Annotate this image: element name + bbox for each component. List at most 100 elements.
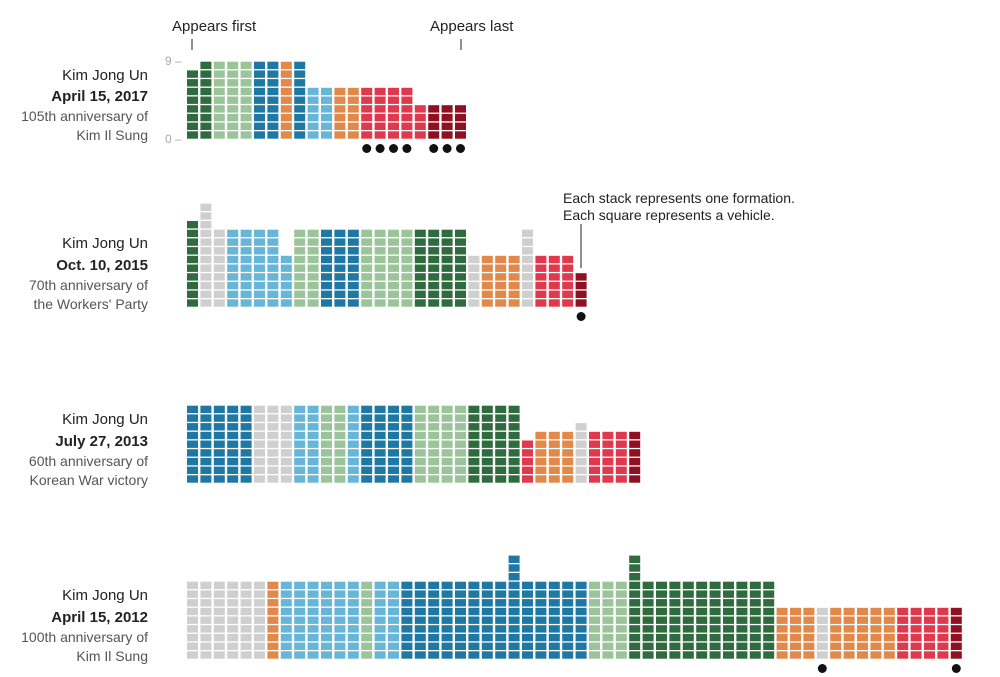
vehicle-square (294, 466, 306, 474)
vehicle-square (227, 105, 239, 113)
vehicle-square (414, 290, 426, 298)
vehicle-square (455, 475, 466, 483)
vehicle-square (481, 633, 493, 642)
vehicle-square (187, 221, 198, 229)
vehicle-square (321, 290, 332, 298)
vehicle-square (227, 431, 239, 440)
vehicle-square (937, 607, 949, 616)
vehicle-square (548, 599, 560, 607)
note-line2: Each square represents a vehicle. (563, 207, 775, 223)
vehicle-square (321, 457, 332, 466)
vehicle-square (522, 299, 533, 307)
vehicle-square (508, 431, 520, 440)
vehicle-square (508, 475, 520, 483)
vehicle-square (428, 131, 440, 139)
vehicle-square (200, 247, 212, 255)
vehicle-square (374, 255, 386, 264)
vehicle-square (280, 651, 292, 659)
vehicle-square (615, 431, 627, 440)
vehicle-square (374, 229, 386, 238)
vehicle-square (361, 229, 373, 238)
vehicle-square (321, 581, 332, 590)
vehicle-square (401, 131, 413, 139)
vehicle-square (589, 440, 600, 448)
vehicle-square (615, 466, 627, 474)
vehicle-square (267, 449, 279, 457)
vehicle-square (776, 651, 788, 659)
vehicle-square (414, 457, 426, 466)
occasion-line1: 70th anniversary of (29, 277, 148, 293)
vehicle-square (334, 238, 346, 246)
vehicle-square (267, 105, 279, 113)
vehicle-square (388, 651, 399, 659)
vehicle-square (347, 299, 359, 307)
vehicle-square (535, 599, 547, 607)
vehicle-square (548, 466, 560, 474)
vehicle-square (455, 255, 466, 264)
vehicle-square (803, 651, 815, 659)
vehicle-square (441, 290, 453, 298)
marker-dot (951, 664, 961, 673)
vehicle-square (615, 607, 627, 616)
vehicle-square (481, 475, 493, 483)
vehicle-square (321, 238, 332, 246)
vehicle-square (548, 264, 560, 272)
vehicle-square (656, 651, 667, 659)
vehicle-square (240, 290, 252, 298)
vehicle-square (937, 651, 949, 659)
row-label-2015: Kim Jong Un Oct. 10, 2015 70th anniversa… (29, 235, 148, 312)
vehicle-square (910, 642, 922, 650)
vehicle-square (321, 264, 332, 272)
vehicle-square (307, 131, 319, 139)
vehicle-square (401, 247, 413, 255)
vehicle-square (294, 440, 306, 448)
vehicle-square (495, 616, 507, 624)
vehicle-square (629, 625, 641, 633)
vehicle-square (481, 405, 493, 414)
vehicle-square (522, 616, 533, 624)
vehicle-square (455, 238, 466, 246)
vehicle-square (213, 113, 225, 122)
vehicle-square (441, 423, 453, 431)
vehicle-square (401, 423, 413, 431)
vehicle-square (548, 431, 560, 440)
occasion-line2: Kim Il Sung (76, 648, 148, 664)
vehicle-square (522, 625, 533, 633)
vehicle-square (213, 625, 225, 633)
vehicle-square (240, 299, 252, 307)
vehicle-square (468, 616, 480, 624)
vehicle-square (656, 642, 667, 650)
vehicle-square (321, 431, 332, 440)
vehicle-square (361, 299, 373, 307)
vehicle-square (347, 290, 359, 298)
vehicle-square (615, 633, 627, 642)
vehicle-square (347, 423, 359, 431)
vehicle-square (562, 607, 574, 616)
vehicle-square (200, 113, 212, 122)
vehicle-square (374, 423, 386, 431)
vehicle-square (227, 423, 239, 431)
vehicle-square (575, 440, 587, 448)
vehicle-square (535, 466, 547, 474)
vehicle-square (321, 625, 332, 633)
vehicle-square (562, 255, 574, 264)
vehicle-square (294, 122, 306, 130)
vehicle-square (388, 625, 399, 633)
vehicle-square (307, 273, 319, 281)
vehicle-square (441, 449, 453, 457)
vehicle-square (401, 642, 413, 650)
vehicle-square (629, 607, 641, 616)
vehicle-square (334, 633, 346, 642)
vehicle-square (495, 466, 507, 474)
vehicle-square (361, 238, 373, 246)
vehicle-square (950, 651, 962, 659)
parade-date: Oct. 10, 2015 (56, 257, 148, 274)
occasion-line1: 60th anniversary of (29, 453, 148, 469)
vehicle-square (200, 475, 212, 483)
vehicle-square (535, 607, 547, 616)
vehicle-square (910, 607, 922, 616)
vehicle-square (213, 247, 225, 255)
vehicle-square (428, 299, 440, 307)
vehicle-square (455, 590, 466, 598)
vehicle-square (200, 281, 212, 290)
